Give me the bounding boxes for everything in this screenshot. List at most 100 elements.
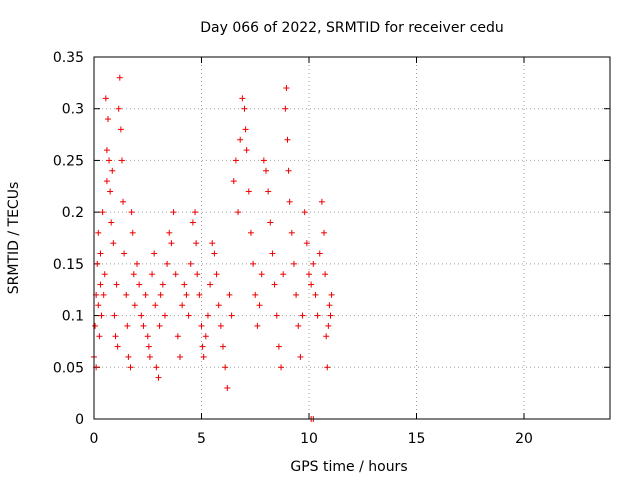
- data-point: [326, 302, 333, 309]
- data-point: [164, 260, 171, 267]
- data-point: [185, 312, 192, 319]
- data-point: [242, 126, 249, 133]
- data-point: [159, 281, 166, 288]
- data-point: [142, 291, 149, 298]
- data-point: [211, 250, 218, 257]
- data-point: [128, 209, 135, 216]
- data-point: [104, 116, 111, 123]
- data-point: [247, 229, 254, 236]
- data-point: [308, 281, 315, 288]
- data-point: [285, 167, 292, 174]
- data-point: [260, 157, 267, 164]
- y-tick-label: 0.35: [53, 50, 84, 66]
- data-point: [327, 312, 334, 319]
- data-point: [140, 322, 147, 329]
- data-point: [103, 147, 110, 154]
- data-point: [222, 364, 229, 371]
- data-point: [136, 281, 143, 288]
- data-point: [237, 136, 244, 143]
- y-axis-label: SRMTID / TECUs: [6, 182, 22, 295]
- data-point: [217, 322, 224, 329]
- data-point: [96, 333, 103, 340]
- data-point: [95, 302, 102, 309]
- data-point: [183, 291, 190, 298]
- data-point: [168, 240, 175, 247]
- data-point: [263, 167, 269, 174]
- data-point: [265, 188, 272, 195]
- data-point: [120, 198, 127, 205]
- data-point: [95, 229, 102, 236]
- data-point: [202, 333, 209, 340]
- data-point: [235, 209, 242, 216]
- y-tick-label: 0.3: [62, 102, 84, 118]
- chart-title: Day 066 of 2022, SRMTID for receiver ced…: [200, 20, 503, 36]
- data-point: [153, 364, 160, 371]
- data-point: [100, 291, 107, 298]
- data-point: [152, 302, 159, 309]
- data-point: [144, 333, 151, 340]
- data-point: [314, 312, 321, 319]
- data-point: [170, 209, 177, 216]
- data-point: [161, 312, 168, 319]
- data-point: [108, 219, 115, 226]
- y-tick-label: 0.25: [53, 153, 84, 169]
- data-point: [273, 312, 280, 319]
- data-point: [157, 291, 164, 298]
- data-point: [293, 291, 300, 298]
- data-point: [129, 229, 136, 236]
- data-point: [278, 364, 285, 371]
- data-point: [299, 312, 306, 319]
- data-point: [324, 364, 331, 371]
- data-point: [146, 353, 153, 360]
- data-point: [232, 157, 239, 164]
- data-point: [282, 105, 289, 112]
- data-point: [252, 291, 259, 298]
- data-point: [269, 250, 276, 257]
- data-point: [131, 302, 138, 309]
- data-point: [97, 250, 104, 257]
- data-point: [325, 322, 332, 329]
- plot-frame: [93, 56, 611, 420]
- y-tick-label: 0.15: [53, 257, 84, 273]
- data-point: [113, 281, 120, 288]
- data-point: [138, 312, 145, 319]
- data-point: [328, 291, 335, 298]
- x-tick-label: 20: [515, 431, 533, 447]
- x-tick-label: 10: [300, 431, 318, 447]
- data-point: [101, 271, 108, 278]
- data-point: [286, 198, 293, 205]
- data-point: [215, 302, 222, 309]
- data-point: [226, 291, 233, 298]
- tick-labels: 0 5 10 15 20 0 0.05 0.1 0.15 0.2 0.25 0.3 0.35: [53, 50, 533, 447]
- data-point: [127, 364, 134, 371]
- data-point: [209, 240, 216, 247]
- data-point: [151, 250, 158, 257]
- data-point: [109, 167, 116, 174]
- data-point: [284, 136, 291, 143]
- data-point: [115, 105, 122, 112]
- data-point: [149, 271, 156, 278]
- data-point: [116, 74, 123, 81]
- data-point: [200, 353, 207, 360]
- data-point: [243, 147, 250, 154]
- x-tick-label: 15: [408, 431, 426, 447]
- data-point: [189, 219, 196, 226]
- data-point: [301, 209, 308, 216]
- x-axis-label: GPS time / hours: [290, 459, 407, 475]
- data-point: [102, 95, 109, 102]
- data-point: [312, 291, 319, 298]
- data-point: [267, 219, 274, 226]
- data-point: [283, 85, 290, 92]
- data-point: [245, 188, 252, 195]
- data-point: [306, 271, 312, 278]
- data-point: [155, 374, 162, 381]
- data-point: [94, 260, 101, 267]
- data-point: [124, 322, 131, 329]
- data-point: [280, 271, 287, 278]
- data-point: [230, 178, 237, 185]
- data-point: [322, 271, 329, 278]
- data-point: [196, 291, 203, 298]
- data-point: [134, 260, 140, 267]
- data-point: [228, 312, 235, 319]
- data-point: [177, 353, 183, 360]
